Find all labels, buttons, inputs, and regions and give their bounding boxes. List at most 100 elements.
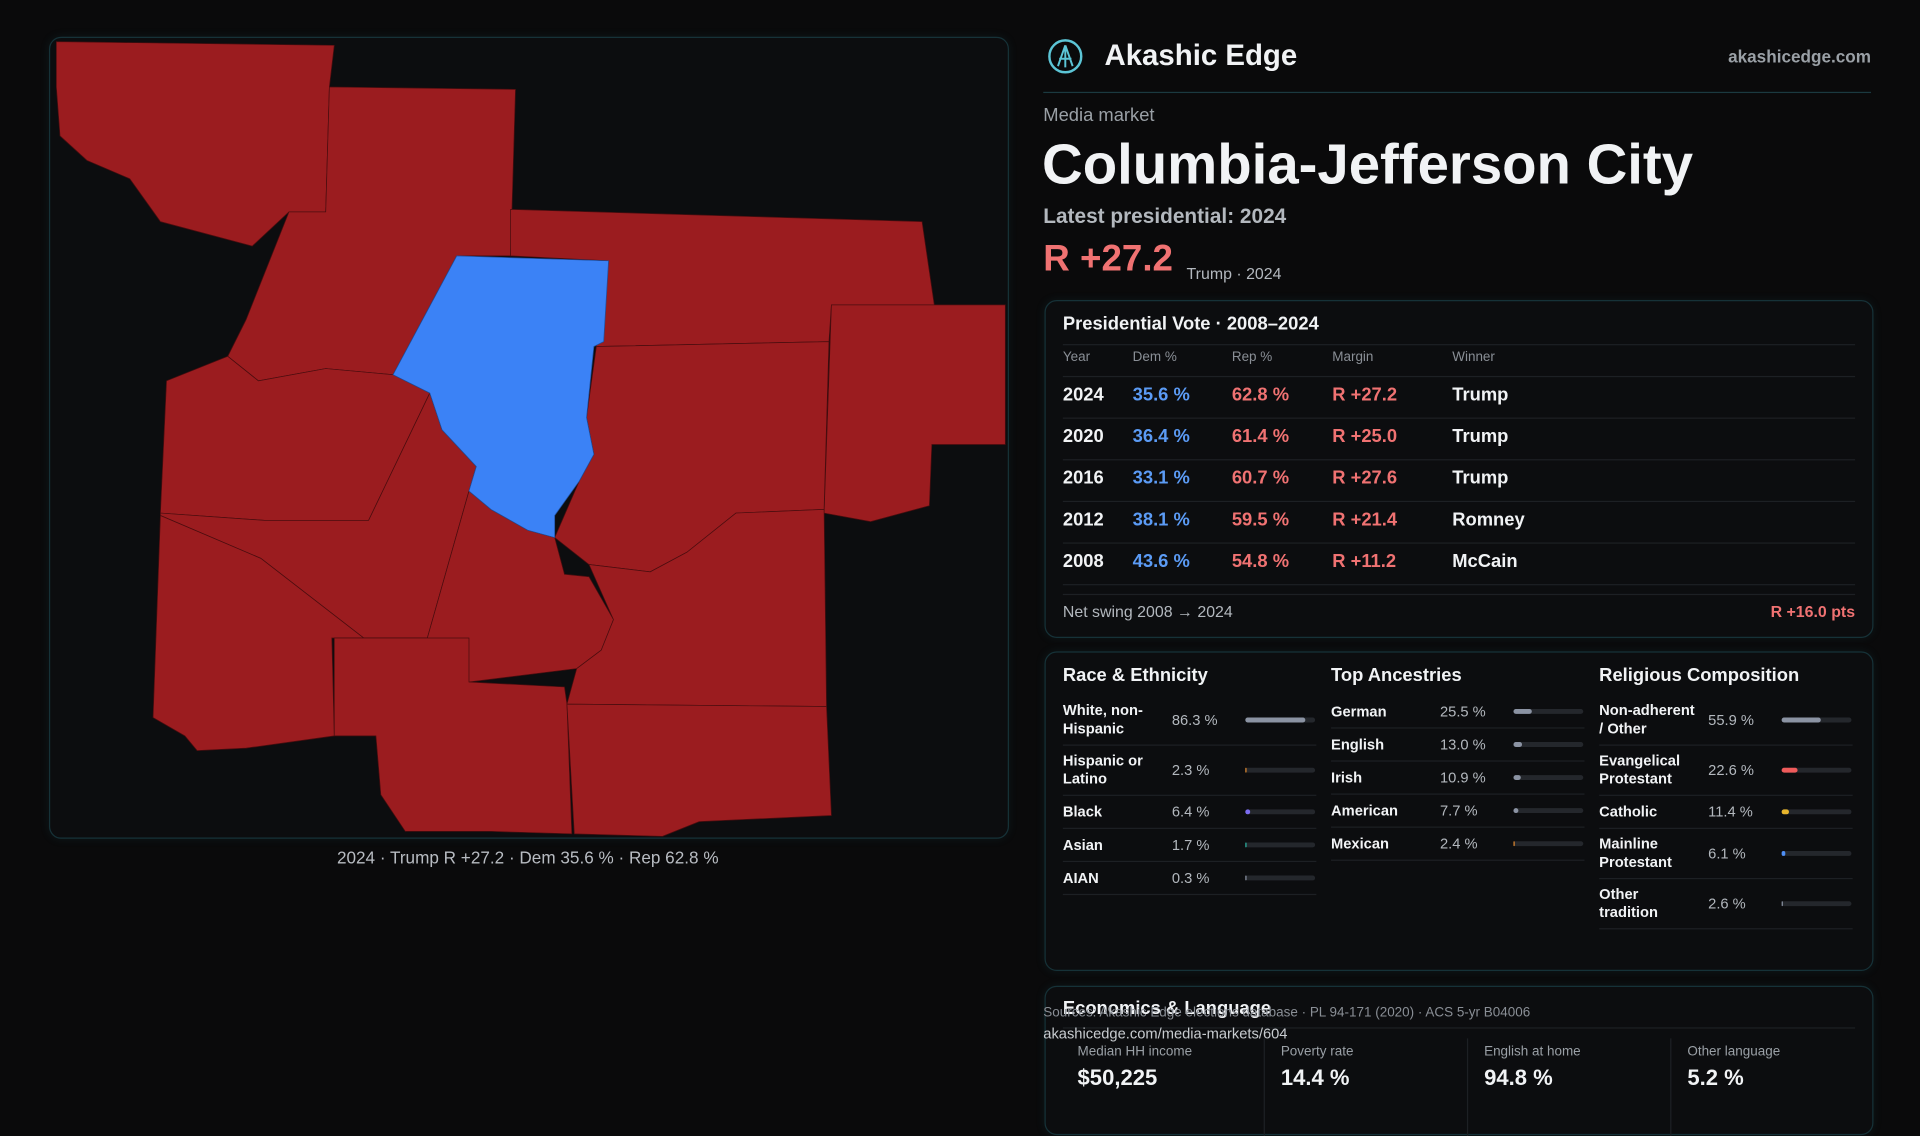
row-value: 0.3 % [1172,869,1245,886]
bar [1245,718,1305,723]
panel-title: Presidential Vote · 2008–2024 [1063,313,1319,334]
table-cell: R +21.4 [1332,509,1397,530]
table-cell: 60.7 % [1232,468,1289,489]
bar-track [1513,841,1583,846]
row-label: Catholic [1599,803,1697,821]
table-cell: 2016 [1063,468,1104,489]
bar-track [1513,808,1583,813]
table-cell: R +27.6 [1332,468,1397,489]
map-caption: 2024 · Trump R +27.2 · Dem 35.6 % · Rep … [0,847,1056,867]
row-label: Mainline Protestant [1599,835,1697,872]
table-cell: Trump [1452,468,1508,489]
bar-track [1245,842,1315,847]
bar-track [1245,768,1315,773]
bar [1513,742,1522,747]
market-title: Columbia-Jefferson City [1042,131,1693,197]
row-value: 25.5 % [1440,703,1513,720]
demographic-row: German 25.5 % [1331,696,1584,729]
demographic-row: Mainline Protestant 6.1 % [1599,829,1852,879]
table-cell: 2020 [1063,426,1104,447]
row-value: 11.4 % [1708,803,1781,820]
divider [1063,501,1855,502]
cell-label: Poverty rate [1281,1044,1354,1059]
row-value: 1.7 % [1172,836,1245,853]
bar [1513,841,1515,846]
row-value: 6.1 % [1708,845,1781,862]
kicker: Media market [1043,105,1154,126]
bar-track [1513,775,1583,780]
swing-value: R +16.0 pts [1771,602,1856,620]
bar [1245,842,1246,847]
table-cell: 43.6 % [1133,551,1190,572]
row-value: 13.0 % [1440,736,1513,753]
cell-label: Median HH income [1078,1044,1193,1059]
divider [1063,418,1855,419]
bar [1513,709,1531,714]
brand: Akashic Edge [1104,38,1297,75]
row-label: Evangelical Protestant [1599,752,1697,789]
demographic-row: White, non-Hispanic 86.3 % [1063,696,1316,746]
demographic-row: Catholic 11.4 % [1599,796,1852,829]
demographic-row: Asian 1.7 % [1063,829,1316,862]
row-label: White, non-Hispanic [1063,702,1161,739]
bar [1782,809,1790,814]
row-value: 55.9 % [1708,711,1781,728]
table-cell: McCain [1452,551,1517,572]
divider [1063,344,1855,345]
row-value: 86.3 % [1172,711,1245,728]
column-header: Margin [1332,350,1373,365]
table-cell: 38.1 % [1133,509,1190,530]
table-cell: 62.8 % [1232,384,1289,405]
bar [1513,808,1518,813]
table-cell: 35.6 % [1133,384,1190,405]
row-label: Other tradition [1599,885,1697,922]
row-label: Black [1063,803,1161,821]
demographic-row: English 13.0 % [1331,729,1584,762]
divider [1063,459,1855,460]
table-cell: 2024 [1063,384,1104,405]
row-label: AIAN [1063,869,1161,887]
row-label: Asian [1063,836,1161,854]
column-header: Year [1063,350,1090,365]
bar-track [1782,768,1852,773]
row-value: 6.4 % [1172,803,1245,820]
demographic-row: Hispanic or Latino 2.3 % [1063,746,1316,796]
row-value: 10.9 % [1440,769,1513,786]
row-value: 2.4 % [1440,835,1513,852]
bar [1513,775,1521,780]
column-header: Winner [1452,350,1495,365]
row-value: 2.3 % [1172,762,1245,779]
table-cell: 2008 [1063,551,1104,572]
cell-value: 94.8 % [1484,1065,1553,1091]
county [824,305,1005,522]
demographic-row: American 7.7 % [1331,795,1584,828]
cell-divider [1670,1038,1671,1136]
row-value: 22.6 % [1708,762,1781,779]
site-link[interactable]: akashicedge.com [1728,47,1871,67]
row-value: 7.7 % [1440,802,1513,819]
bar [1782,768,1798,773]
sources: Sources: Akashic Edge elections database… [1043,1005,1530,1020]
table-cell: Trump [1452,426,1508,447]
table-cell: 54.8 % [1232,551,1289,572]
divider [1043,92,1871,93]
divider [1063,542,1855,543]
row-label: American [1331,801,1429,819]
group-title: Religious Composition [1599,665,1852,686]
column-header: Rep % [1232,350,1272,365]
table-cell: R +25.0 [1332,426,1397,447]
row-label: English [1331,735,1429,753]
bar-track [1245,876,1315,881]
source-url[interactable]: akashicedge.com/media-markets/604 [1043,1025,1287,1042]
row-label: German [1331,702,1429,720]
bar-track [1513,742,1583,747]
table-cell: 2012 [1063,509,1104,530]
row-label: Hispanic or Latino [1063,752,1161,789]
column-header: Dem % [1133,350,1177,365]
divider [1063,594,1855,595]
swing-label: Net swing 2008 → 2024 [1063,602,1233,620]
